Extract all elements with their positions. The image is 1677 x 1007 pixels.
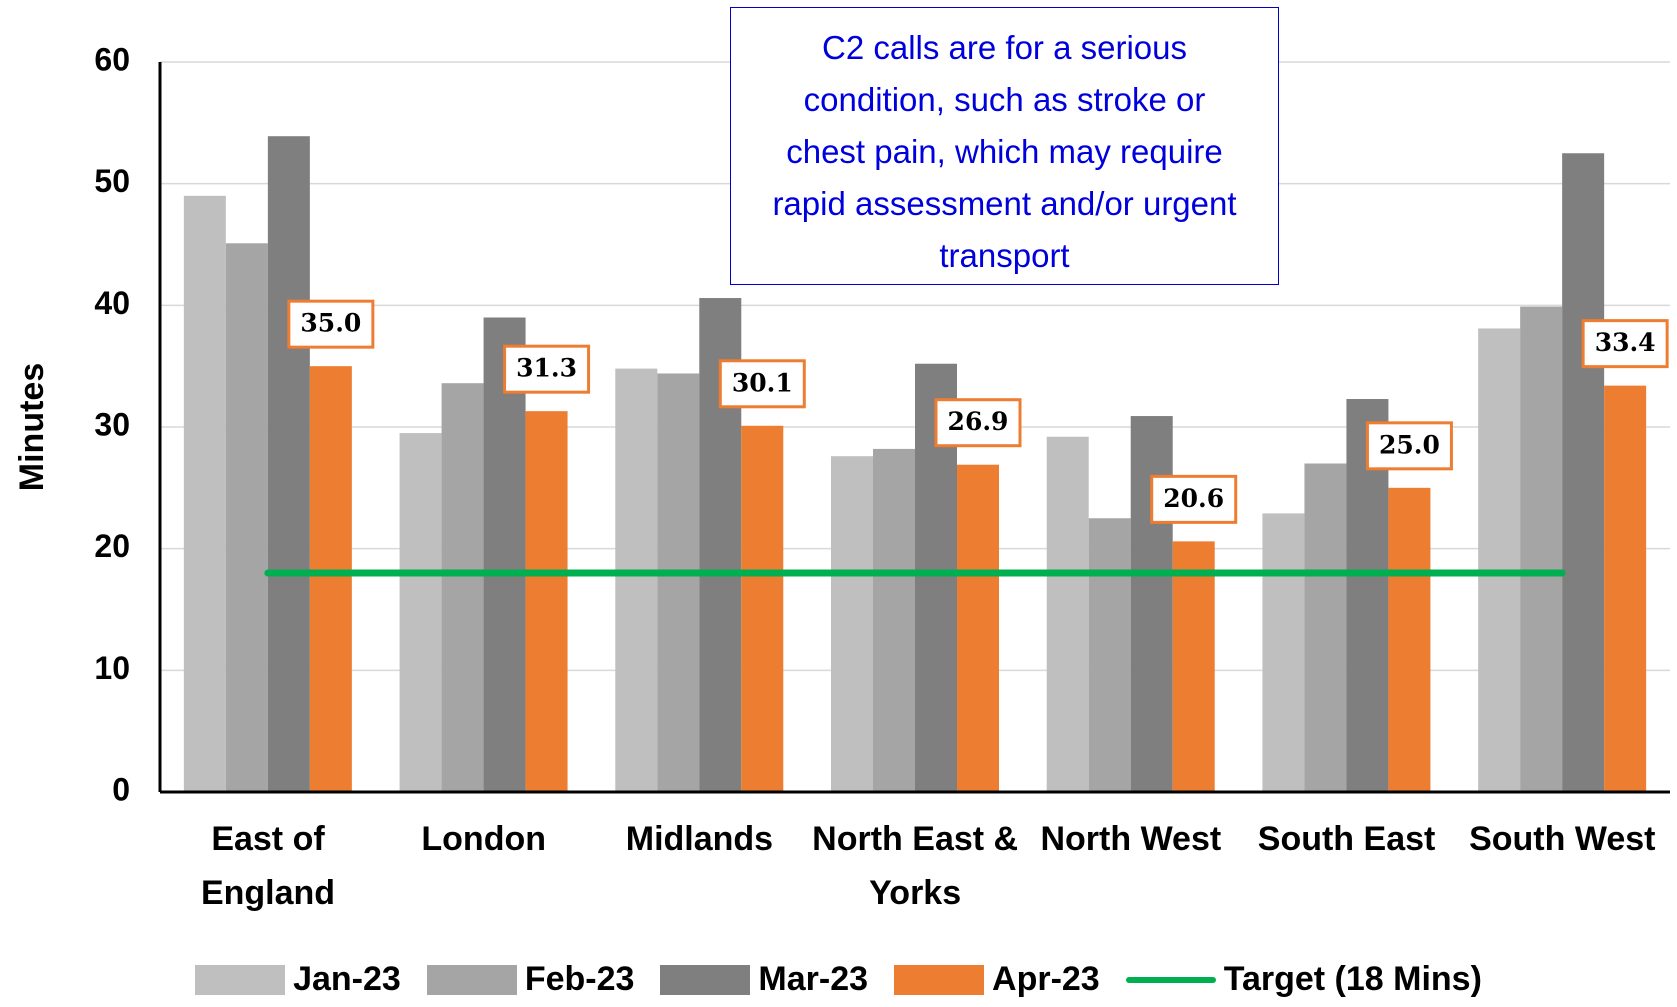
- legend-label: Mar-23: [758, 960, 869, 998]
- bar: [1562, 153, 1605, 792]
- data-label-text: 35.0: [300, 309, 361, 338]
- bar: [1478, 328, 1521, 792]
- bar: [483, 317, 526, 792]
- data-label: 35.0: [287, 299, 375, 349]
- bar: [183, 195, 226, 793]
- bar: [873, 448, 915, 792]
- x-tick-label: North East & Yorks: [812, 820, 1019, 912]
- data-label-box: [1365, 421, 1453, 471]
- y-tick-label: 30: [94, 406, 130, 442]
- data-label-text: 20.6: [1163, 484, 1224, 513]
- bar: [399, 433, 442, 792]
- data-label: 25.0: [1365, 421, 1453, 471]
- bar: [1388, 487, 1431, 792]
- data-label: 33.4: [1581, 319, 1669, 369]
- legend-label: Jan-23: [293, 960, 401, 998]
- legend-swatch: [1125, 976, 1216, 983]
- bar: [1046, 436, 1089, 792]
- bar: [1130, 416, 1173, 792]
- data-label: 31.3: [503, 344, 591, 394]
- x-tick-label: South East: [1257, 820, 1436, 858]
- bar: [831, 456, 873, 792]
- bar: [267, 136, 310, 792]
- legend: Jan-23 Feb-23 Mar-23 Apr-23 Target (18 Mins): [0, 960, 1677, 999]
- data-label-box: [718, 359, 806, 409]
- y-tick-label: 10: [94, 650, 130, 686]
- bar: [225, 243, 268, 793]
- data-label-text: 26.9: [948, 407, 1009, 436]
- data-label-text: 31.3: [516, 354, 577, 383]
- bar: [441, 383, 484, 792]
- bar: [657, 373, 700, 792]
- annotation: C2 calls are for a serious condition, su…: [730, 7, 1279, 285]
- bar: [615, 368, 658, 792]
- y-tick-label: 20: [94, 528, 130, 564]
- data-label: 26.9: [934, 398, 1022, 448]
- bar: [1262, 513, 1305, 792]
- bar: [309, 366, 352, 792]
- x-tick-label: East of England: [200, 820, 336, 912]
- legend-swatch: [426, 964, 517, 995]
- legend-item: Mar-23: [660, 960, 868, 999]
- data-label: 20.6: [1150, 474, 1238, 524]
- data-label-text: 30.1: [732, 368, 793, 397]
- legend-item: Feb-23: [426, 960, 635, 999]
- legend-item: Target (18 Mins): [1125, 960, 1482, 999]
- legend-swatch: [894, 964, 985, 995]
- y-tick-label: 0: [112, 771, 130, 807]
- data-label-box: [1581, 319, 1669, 369]
- data-label-text: 33.4: [1595, 328, 1656, 357]
- data-label-text: 25.0: [1379, 430, 1440, 459]
- bar: [1604, 385, 1647, 792]
- legend-label: Apr-23: [992, 960, 1100, 998]
- x-tick-label: North West: [1040, 820, 1222, 858]
- legend-item: Jan-23: [195, 960, 401, 999]
- bar: [741, 425, 784, 792]
- data-label: 30.1: [718, 359, 806, 409]
- bar: [1172, 541, 1215, 792]
- y-tick-label: 40: [94, 285, 130, 321]
- bar: [1088, 518, 1131, 792]
- x-tick-label: South West: [1469, 820, 1656, 858]
- bar: [525, 411, 568, 792]
- bar: [1304, 463, 1347, 792]
- x-tick-label: Midlands: [625, 820, 774, 858]
- x-tick-label: London: [421, 820, 547, 858]
- legend-swatch: [195, 964, 286, 995]
- bar: [957, 464, 999, 792]
- data-label-box: [287, 299, 375, 349]
- data-label-box: [1150, 474, 1238, 524]
- data-label-box: [934, 398, 1022, 448]
- legend-label: Feb-23: [524, 960, 635, 998]
- y-axis-label: Minutes: [13, 363, 51, 491]
- bar: [1520, 306, 1563, 792]
- data-label-box: [503, 344, 591, 394]
- legend-label: Target (18 Mins): [1223, 960, 1482, 998]
- legend-item: Apr-23: [894, 960, 1100, 999]
- y-tick-label: 60: [94, 41, 130, 77]
- y-tick-label: 50: [94, 163, 130, 199]
- legend-swatch: [660, 964, 751, 995]
